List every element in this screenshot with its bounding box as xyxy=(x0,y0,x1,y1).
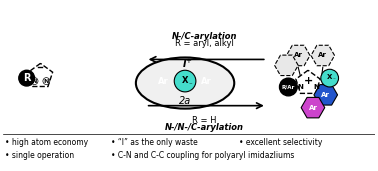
Text: 2a: 2a xyxy=(179,96,191,106)
Text: N: N xyxy=(44,78,49,84)
Text: N: N xyxy=(297,84,303,90)
Text: • high atom economy: • high atom economy xyxy=(5,137,88,147)
Text: R = aryl, alkyl: R = aryl, alkyl xyxy=(175,39,234,48)
Polygon shape xyxy=(314,85,338,105)
Circle shape xyxy=(31,78,38,84)
Circle shape xyxy=(174,70,196,92)
Text: R = H: R = H xyxy=(192,116,217,125)
Text: Ar: Ar xyxy=(318,52,327,58)
Circle shape xyxy=(43,78,50,84)
Text: • single operation: • single operation xyxy=(5,151,74,160)
Text: Ar: Ar xyxy=(294,52,303,58)
Polygon shape xyxy=(287,45,310,66)
Text: N-/C-arylation: N-/C-arylation xyxy=(172,32,237,41)
Text: Ar: Ar xyxy=(321,92,330,98)
Text: X: X xyxy=(327,74,332,80)
Polygon shape xyxy=(148,67,179,95)
Polygon shape xyxy=(28,63,53,87)
Text: N: N xyxy=(313,84,319,90)
Text: +: + xyxy=(185,58,191,64)
Text: X: X xyxy=(182,76,188,85)
Text: • C-N and C-C coupling for polyaryl imidazliums: • C-N and C-C coupling for polyaryl imid… xyxy=(111,151,295,160)
Polygon shape xyxy=(296,70,320,93)
Ellipse shape xyxy=(136,57,234,109)
Text: R/Ar: R/Ar xyxy=(282,84,295,89)
Text: ⁻: ⁻ xyxy=(332,78,335,84)
Text: Ar: Ar xyxy=(158,77,169,86)
Text: ⁻: ⁻ xyxy=(188,82,192,88)
Text: • “I” as the only waste: • “I” as the only waste xyxy=(111,137,198,147)
Circle shape xyxy=(19,70,34,86)
Polygon shape xyxy=(191,67,222,95)
Polygon shape xyxy=(274,55,298,76)
Text: N-/N-/C-arylation: N-/N-/C-arylation xyxy=(165,123,244,132)
Circle shape xyxy=(321,69,339,87)
Text: +: + xyxy=(304,76,313,86)
Text: Ar: Ar xyxy=(201,77,212,86)
Text: Ar: Ar xyxy=(308,105,318,111)
Text: • excellent selectivity: • excellent selectivity xyxy=(239,137,322,147)
Text: N: N xyxy=(32,78,37,84)
Text: R: R xyxy=(23,73,31,83)
Polygon shape xyxy=(311,45,335,66)
Polygon shape xyxy=(301,97,325,118)
Text: I: I xyxy=(183,59,187,69)
Circle shape xyxy=(279,78,297,96)
